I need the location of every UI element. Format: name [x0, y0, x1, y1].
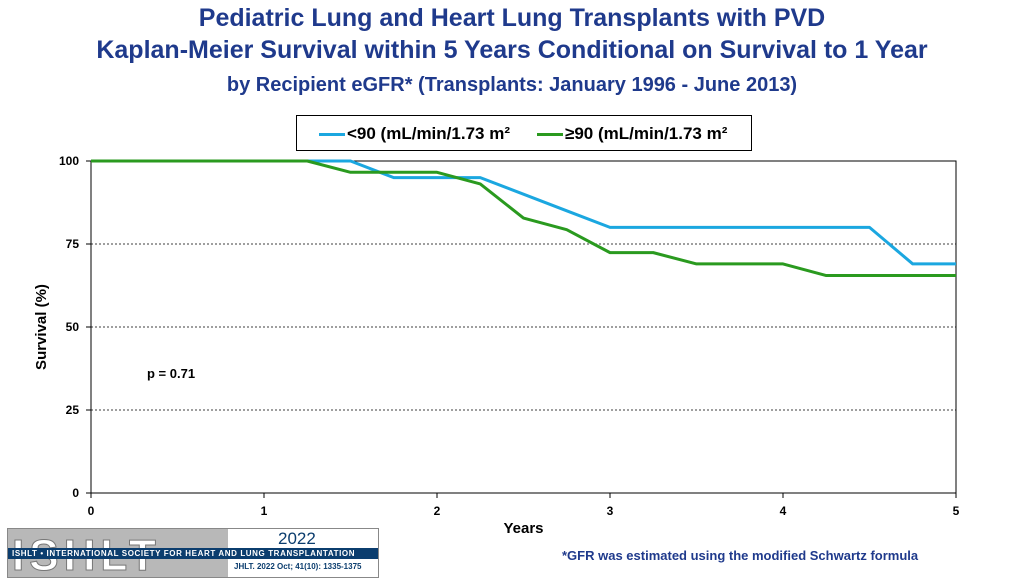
legend-entry-lt90: <90 (mL/min/1.73 m²: [319, 124, 510, 144]
legend-entry-ge90: ≥90 (mL/min/1.73 m²: [537, 124, 727, 144]
logo-year: 2022: [278, 529, 316, 548]
y-tick-label-50: 50: [66, 320, 80, 334]
y-tick-label-100: 100: [59, 154, 79, 168]
y-axis-label: Survival (%): [33, 284, 50, 370]
chart-subtitle-2: by Recipient eGFR* (Transplants: January…: [226, 74, 798, 96]
series-lines: [91, 159, 956, 278]
x-tick-label-0: 0: [88, 504, 95, 518]
logo-org-band: ISHLT • INTERNATIONAL SOCIETY FOR HEART …: [8, 548, 378, 559]
x-tick-label-2: 2: [434, 504, 441, 518]
x-tick-label-4: 4: [780, 504, 787, 518]
legend-label-ge90: ≥90 (mL/min/1.73 m²: [565, 124, 728, 143]
series-line-ge90: [91, 159, 956, 278]
logo-citation: JHLT. 2022 Oct; 41(10): 1335-1375: [234, 562, 362, 571]
y-tick-label-75: 75: [66, 237, 80, 251]
chart-title: Pediatric Lung and Heart Lung Transplant…: [198, 4, 826, 32]
x-tick-label-3: 3: [607, 504, 614, 518]
p-value-annotation: p = 0.71: [147, 366, 195, 381]
legend-swatch-ge90: [537, 132, 563, 136]
y-tick-label-0: 0: [72, 486, 79, 500]
legend-swatch-lt90: [319, 132, 345, 136]
legend: <90 (mL/min/1.73 m² ≥90 (mL/min/1.73 m²: [296, 115, 752, 151]
x-axis-label: Years: [503, 520, 543, 537]
ishlt-logo: ISHLT ISHLT • INTERNATIONAL SOCIETY FOR …: [7, 528, 379, 578]
axis-ticks: 0 25 50 75 100 0 1 2 3 4 5: [59, 154, 960, 518]
x-tick-label-1: 1: [261, 504, 268, 518]
chart-subtitle: Kaplan-Meier Survival within 5 Years Con…: [96, 36, 928, 64]
series-line-lt90: [91, 159, 956, 266]
legend-label-lt90: <90 (mL/min/1.73 m²: [347, 124, 510, 143]
footnote: *GFR was estimated using the modified Sc…: [562, 548, 919, 563]
x-tick-label-5: 5: [953, 504, 960, 518]
y-tick-label-25: 25: [66, 403, 80, 417]
grid: [91, 243, 956, 411]
